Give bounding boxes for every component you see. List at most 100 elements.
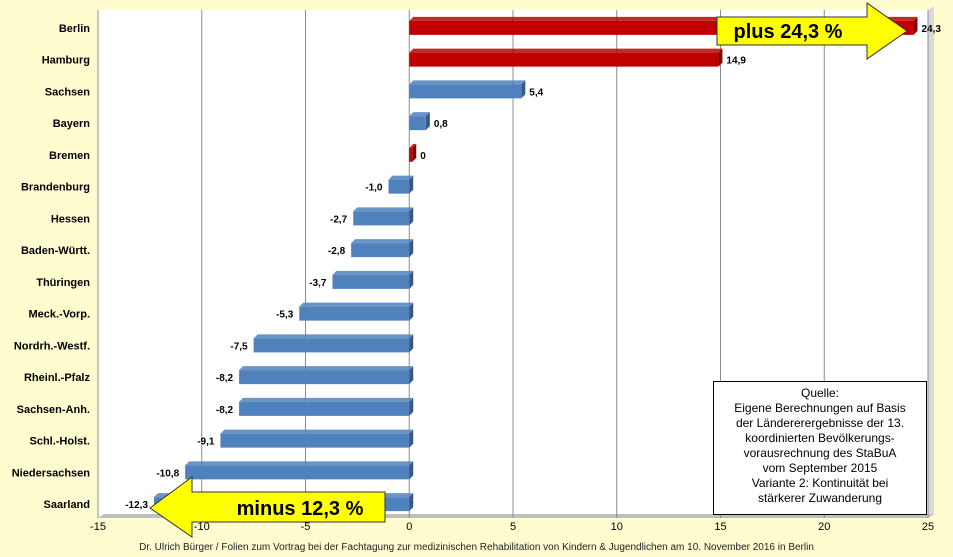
- category-label: Bremen: [49, 150, 90, 162]
- bar-side: [409, 207, 414, 226]
- bar-side: [521, 80, 526, 99]
- bar-side: [409, 366, 414, 385]
- category-label: Brandenburg: [21, 182, 90, 194]
- value-label: -8,2: [216, 405, 234, 416]
- source-line: der Ländererergebnisse der 13.: [735, 416, 905, 430]
- x-tick-label: -5: [301, 521, 311, 533]
- value-label: -3,7: [309, 278, 327, 289]
- bar: [409, 116, 426, 131]
- bar-top: [388, 175, 414, 180]
- bar-top: [409, 143, 417, 148]
- bar-side: [409, 461, 414, 480]
- x-tick-label: -15: [90, 521, 106, 533]
- x-tick-label: 0: [406, 521, 412, 533]
- value-label: 0,8: [434, 119, 448, 130]
- bar-side: [718, 48, 723, 67]
- bar-side: [409, 302, 414, 321]
- bar: [239, 401, 410, 416]
- bar: [332, 274, 410, 289]
- value-label: 0: [420, 151, 426, 162]
- bar-side: [409, 334, 414, 353]
- bar-top: [185, 461, 414, 466]
- value-labels: 24,3 14,9 5,4 0,8 0 -1,0 -2,7 -2,8 -3,7 -5,3 -7,5 -…: [125, 24, 941, 511]
- footer-credit: Dr. Ulrich Bürger / Folien zum Vortrag b…: [139, 542, 814, 553]
- category-label: Berlin: [59, 23, 90, 35]
- value-label: -9,1: [197, 437, 215, 448]
- value-label: -10,8: [156, 468, 179, 479]
- callout-text-plus: plus 24,3 %: [734, 21, 843, 43]
- bar-top: [409, 48, 723, 53]
- value-label: -5,3: [276, 310, 294, 321]
- bar-side: [913, 16, 918, 35]
- callout-text-minus: minus 12,3 %: [237, 498, 364, 520]
- category-labels: Berlin Hamburg Sachsen Bayern Bremen Brandenb…: [12, 23, 91, 511]
- bar: [353, 211, 410, 226]
- bar-top: [253, 334, 414, 339]
- value-label: -2,8: [328, 246, 346, 257]
- bar: [409, 147, 413, 162]
- source-line: stärkerer Zuwanderung: [757, 491, 883, 505]
- category-label: Sachsen: [45, 86, 91, 98]
- category-label: Saarland: [44, 499, 90, 511]
- x-tick-label: 20: [818, 521, 830, 533]
- bar-top: [353, 207, 414, 212]
- bar-top: [409, 80, 526, 85]
- x-tick-label: -10: [194, 521, 210, 533]
- bar-side: [409, 175, 414, 194]
- x-tick-label: 10: [611, 521, 623, 533]
- value-label: -1,0: [365, 183, 383, 194]
- plot-side-wall: [928, 6, 934, 518]
- category-label: Niedersachsen: [12, 467, 91, 479]
- bar: [299, 306, 410, 321]
- callout-arrow-right: [716, 2, 908, 60]
- bar-side: [409, 429, 414, 448]
- category-label: Thüringen: [36, 277, 90, 289]
- callouts: plus 24,3 % minus 12,3 %: [149, 2, 908, 538]
- category-label: Rheinl.-Pfalz: [24, 372, 91, 384]
- bar: [253, 338, 410, 353]
- bar-top: [239, 366, 414, 371]
- x-tick-label: 25: [922, 521, 934, 533]
- category-label: Schl.-Holst.: [29, 436, 90, 448]
- bar: [351, 243, 410, 258]
- source-line: koordinierten Bevölkerungs-: [745, 431, 895, 445]
- value-label: 24,3: [921, 24, 941, 35]
- value-label: -2,7: [330, 214, 348, 225]
- category-label: Baden-Württ.: [21, 245, 90, 257]
- category-label: Nordrh.-Westf.: [14, 340, 90, 352]
- bar-side: [409, 397, 414, 416]
- source-line: Eigene Berechnungen auf Basis: [734, 401, 906, 415]
- callout-arrow-left: [149, 476, 386, 538]
- bar: [409, 84, 522, 99]
- bar-top: [332, 270, 414, 275]
- value-label: 5,4: [529, 87, 543, 98]
- bar-side: [409, 239, 414, 258]
- bar-top: [351, 239, 414, 244]
- category-label: Hamburg: [42, 55, 90, 67]
- bar: [409, 52, 719, 67]
- bar: [239, 370, 410, 385]
- bar-side: [409, 493, 414, 512]
- bar-top: [409, 112, 430, 117]
- source-line: vom September 2015: [762, 461, 878, 475]
- value-label: -7,5: [230, 341, 248, 352]
- x-tick-label: 5: [510, 521, 516, 533]
- category-label: Bayern: [53, 118, 91, 130]
- category-label: Sachsen-Anh.: [17, 404, 90, 416]
- source-line: vorausrechnung des StaBuA: [743, 446, 897, 460]
- bar: [388, 179, 410, 194]
- bar-top: [239, 397, 414, 402]
- source-line: Variante 2: Kontinuität bei: [751, 476, 889, 490]
- source-line: Quelle:: [800, 386, 840, 400]
- value-label: -12,3: [125, 500, 148, 511]
- category-label: Meck.-Vorp.: [28, 309, 90, 321]
- source-note: Quelle: Eigene Berechnungen auf Basis de…: [713, 381, 927, 515]
- bar: [220, 433, 410, 448]
- category-label: Hessen: [51, 213, 90, 225]
- bar-side: [425, 112, 430, 131]
- bar: [185, 465, 410, 480]
- x-tick-labels: -15 -10 -5 0 5 10 15 20 25: [90, 521, 934, 533]
- bar-top: [299, 302, 414, 307]
- value-label: -8,2: [216, 373, 234, 384]
